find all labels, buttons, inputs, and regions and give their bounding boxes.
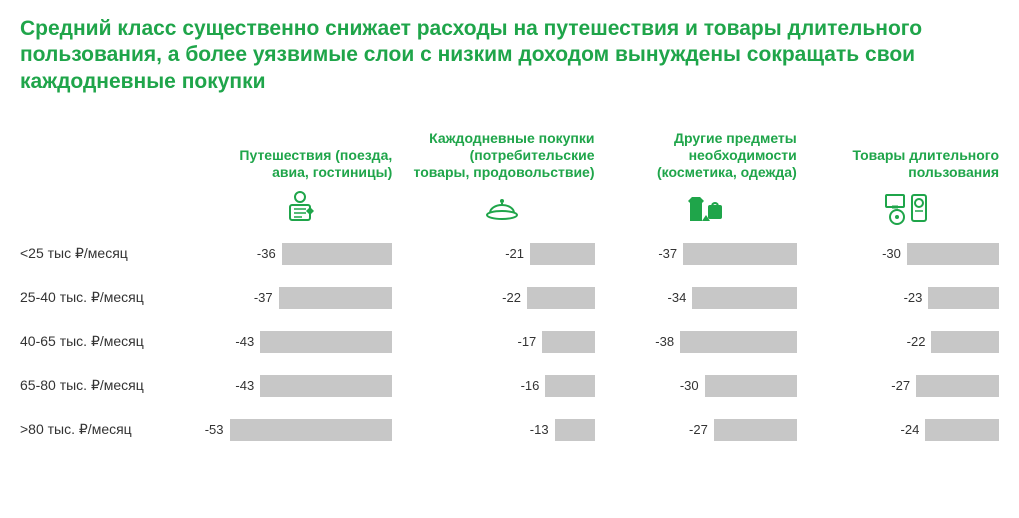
bar-value: -37 — [643, 243, 683, 265]
bar-fill — [260, 331, 392, 353]
bar-cell: -38 — [613, 325, 797, 359]
bar-cell: -34 — [613, 281, 797, 315]
row-spacer — [815, 315, 999, 325]
bar-fill — [907, 243, 999, 265]
bar-value: -16 — [505, 375, 545, 397]
row-spacer — [410, 315, 594, 325]
bar-value: -30 — [665, 375, 705, 397]
row-label: 40-65 тыс. ₽/месяц — [20, 325, 190, 359]
bar-cell: -22 — [815, 325, 999, 359]
bar-value: -22 — [891, 331, 931, 353]
row-spacer — [20, 359, 190, 369]
clothing-icon — [613, 181, 797, 237]
bar-cell: -23 — [815, 281, 999, 315]
bar-fill — [530, 243, 594, 265]
bar-fill — [916, 375, 999, 397]
bar-cell: -22 — [410, 281, 594, 315]
bar-fill — [925, 419, 999, 441]
row-spacer — [208, 271, 392, 281]
bar-cell: -21 — [410, 237, 594, 271]
durables-icon — [815, 181, 999, 237]
row-spacer — [613, 315, 797, 325]
header-spacer — [20, 123, 190, 181]
icon-spacer — [20, 181, 190, 237]
chart-grid: Путешествия (поезда, авиа, гостиницы) Ка… — [20, 123, 999, 447]
bar-fill — [555, 419, 595, 441]
bar-value: -36 — [242, 243, 282, 265]
col-header-durables: Товары длительного пользования — [815, 123, 999, 181]
food-icon — [410, 181, 594, 237]
row-label: <25 тыс ₽/месяц — [20, 237, 190, 271]
row-spacer — [20, 403, 190, 413]
row-spacer — [208, 359, 392, 369]
bar-cell: -24 — [815, 413, 999, 447]
bar-fill — [928, 287, 999, 309]
row-spacer — [410, 359, 594, 369]
bar-value: -21 — [490, 243, 530, 265]
bar-value: -24 — [885, 419, 925, 441]
row-spacer — [613, 359, 797, 369]
row-label: >80 тыс. ₽/месяц — [20, 413, 190, 447]
bar-value: -23 — [888, 287, 928, 309]
bar-value: -53 — [190, 419, 230, 441]
bar-value: -27 — [674, 419, 714, 441]
bar-fill — [260, 375, 392, 397]
bar-cell: -37 — [613, 237, 797, 271]
bar-value: -34 — [652, 287, 692, 309]
row-spacer — [208, 403, 392, 413]
bar-fill — [545, 375, 594, 397]
bar-value: -27 — [876, 375, 916, 397]
bar-fill — [527, 287, 595, 309]
bar-value: -17 — [502, 331, 542, 353]
page-title: Средний класс существенно снижает расход… — [20, 16, 980, 95]
row-label: 65-80 тыс. ₽/месяц — [20, 369, 190, 403]
bar-cell: -30 — [815, 237, 999, 271]
bar-fill — [230, 419, 393, 441]
bar-cell: -43 — [208, 325, 392, 359]
row-spacer — [20, 271, 190, 281]
row-spacer — [20, 315, 190, 325]
bar-cell: -13 — [410, 413, 594, 447]
bar-cell: -16 — [410, 369, 594, 403]
bar-value: -30 — [867, 243, 907, 265]
bar-fill — [282, 243, 393, 265]
bar-cell: -27 — [613, 413, 797, 447]
bar-value: -37 — [239, 287, 279, 309]
bar-fill — [680, 331, 797, 353]
row-spacer — [208, 315, 392, 325]
row-spacer — [815, 271, 999, 281]
bar-fill — [542, 331, 594, 353]
travel-icon — [208, 181, 392, 237]
bar-value: -38 — [640, 331, 680, 353]
bar-fill — [683, 243, 797, 265]
bar-cell: -37 — [208, 281, 392, 315]
bar-fill — [931, 331, 999, 353]
col-header-daily: Каждодневные покупки (потребительские то… — [410, 123, 594, 181]
bar-value: -22 — [487, 287, 527, 309]
bar-cell: -27 — [815, 369, 999, 403]
row-spacer — [613, 403, 797, 413]
row-spacer — [410, 271, 594, 281]
row-spacer — [613, 271, 797, 281]
row-label: 25-40 тыс. ₽/месяц — [20, 281, 190, 315]
bar-fill — [705, 375, 797, 397]
col-header-travel: Путешествия (поезда, авиа, гостиницы) — [208, 123, 392, 181]
bar-cell: -36 — [208, 237, 392, 271]
bar-value: -13 — [515, 419, 555, 441]
row-spacer — [815, 403, 999, 413]
bar-cell: -17 — [410, 325, 594, 359]
row-spacer — [815, 359, 999, 369]
col-header-other: Другие предметы необходимости (косметика… — [613, 123, 797, 181]
bar-fill — [714, 419, 797, 441]
bar-fill — [692, 287, 796, 309]
bar-fill — [279, 287, 393, 309]
bar-cell: -53 — [208, 413, 392, 447]
bar-value: -43 — [220, 375, 260, 397]
bar-cell: -43 — [208, 369, 392, 403]
bar-cell: -30 — [613, 369, 797, 403]
row-spacer — [410, 403, 594, 413]
bar-value: -43 — [220, 331, 260, 353]
